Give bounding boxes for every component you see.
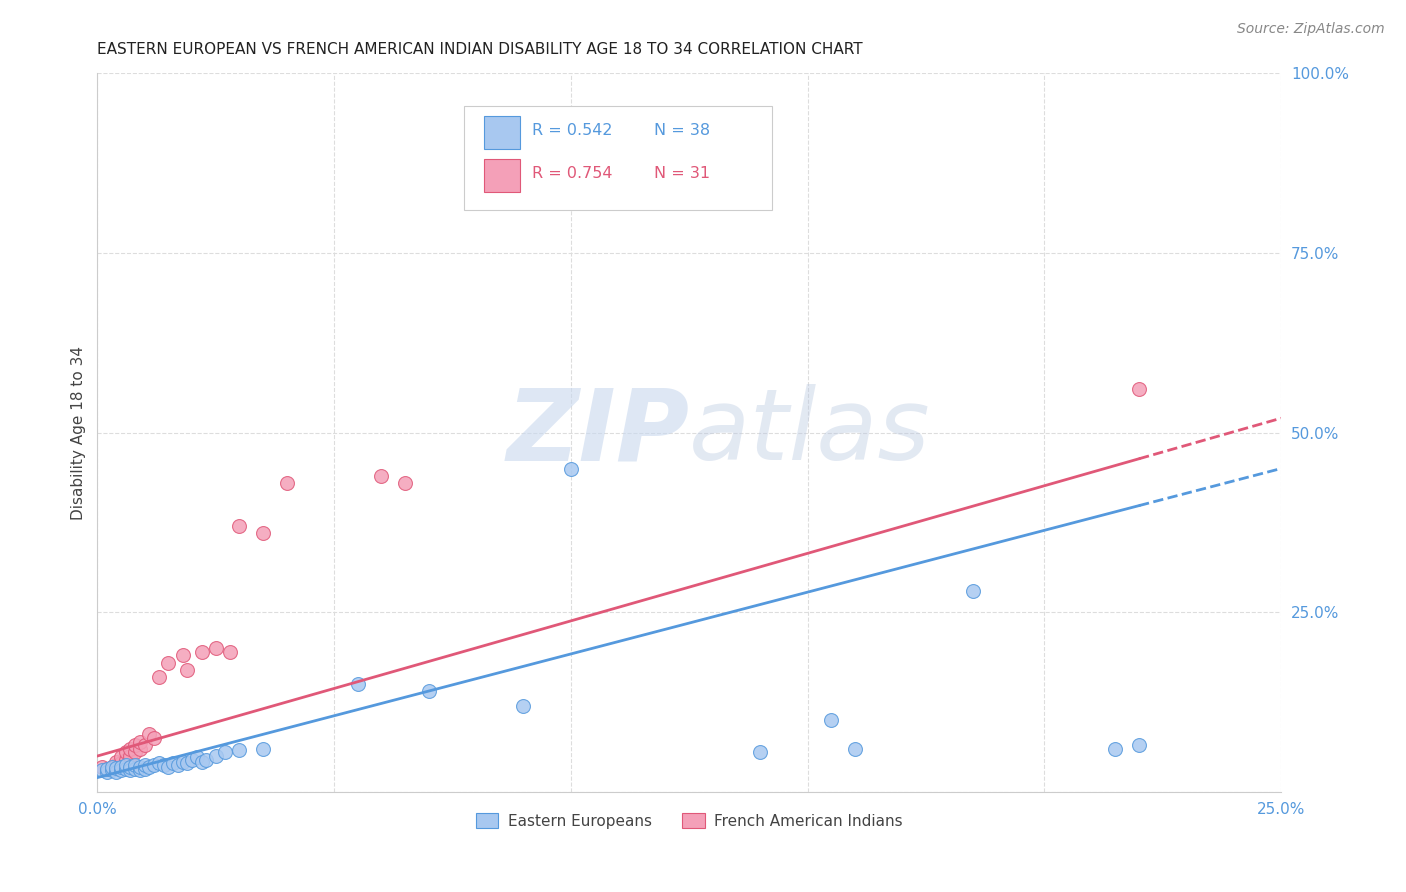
Point (114, 762, 136, 776)
Point (134, 738, 156, 752)
Point (120, 764, 142, 778)
Point (124, 757, 146, 772)
Point (370, 468, 392, 483)
Point (214, 746, 236, 760)
Point (228, 519, 250, 533)
Point (100, 760, 122, 774)
Point (148, 756, 170, 771)
Point (394, 475, 416, 490)
Point (100, 760, 122, 774)
Text: atlas: atlas (689, 384, 931, 481)
Point (195, 753, 218, 767)
Point (962, 583, 984, 598)
Point (129, 734, 152, 748)
Point (105, 757, 128, 772)
Point (96, 762, 118, 776)
Point (560, 461, 582, 475)
Point (143, 757, 166, 772)
Point (219, 645, 242, 659)
Point (129, 760, 152, 774)
Point (181, 753, 204, 767)
Point (749, 746, 772, 760)
Point (105, 764, 128, 779)
Point (105, 755, 128, 769)
Point (134, 762, 156, 776)
Point (143, 731, 166, 745)
Point (190, 645, 212, 659)
Point (176, 663, 198, 677)
Point (186, 750, 208, 764)
Point (91, 764, 114, 778)
Point (152, 757, 174, 772)
Point (138, 760, 160, 774)
Point (96, 764, 118, 779)
Point (172, 648, 194, 663)
Point (204, 641, 226, 656)
Legend: Eastern Europeans, French American Indians: Eastern Europeans, French American India… (470, 806, 910, 835)
Bar (485, 116, 520, 149)
Point (96, 762, 118, 776)
Point (124, 738, 146, 752)
Point (110, 756, 132, 771)
Y-axis label: Disability Age 18 to 34: Disability Age 18 to 34 (72, 345, 86, 519)
Point (134, 757, 156, 772)
Point (204, 749, 226, 764)
Point (346, 677, 368, 691)
Point (100, 764, 122, 778)
Point (114, 753, 136, 767)
Point (124, 762, 146, 776)
Point (166, 757, 188, 772)
Point (252, 742, 274, 756)
Point (129, 764, 152, 778)
Point (157, 656, 180, 670)
Text: Source: ZipAtlas.com: Source: ZipAtlas.com (1237, 22, 1385, 37)
Point (120, 742, 142, 756)
Bar (485, 160, 520, 192)
Point (1104, 742, 1126, 756)
Text: R = 0.754: R = 0.754 (531, 166, 612, 181)
Point (252, 526, 274, 541)
FancyBboxPatch shape (464, 105, 772, 210)
Text: EASTERN EUROPEAN VS FRENCH AMERICAN INDIAN DISABILITY AGE 18 TO 34 CORRELATION C: EASTERN EUROPEAN VS FRENCH AMERICAN INDI… (97, 42, 863, 57)
Point (190, 755, 212, 769)
Point (120, 760, 142, 774)
Text: N = 38: N = 38 (654, 123, 710, 138)
Text: N = 31: N = 31 (654, 166, 710, 181)
Point (110, 764, 132, 778)
Point (162, 756, 184, 771)
Point (105, 761, 128, 775)
Point (120, 749, 142, 764)
Point (124, 746, 146, 760)
Point (110, 750, 132, 764)
Point (844, 742, 866, 756)
Point (1128, 738, 1150, 752)
Point (129, 742, 152, 756)
Point (512, 698, 534, 713)
Point (110, 760, 132, 774)
Point (114, 746, 136, 760)
Point (1128, 383, 1150, 397)
Point (820, 713, 842, 727)
Point (276, 475, 298, 490)
Point (138, 727, 160, 741)
Point (91, 760, 114, 774)
Point (157, 760, 180, 774)
Text: ZIP: ZIP (506, 384, 689, 481)
Point (114, 757, 136, 772)
Point (148, 670, 170, 684)
Point (172, 755, 194, 769)
Text: R = 0.542: R = 0.542 (531, 123, 612, 138)
Point (176, 756, 198, 771)
Point (418, 684, 440, 698)
Point (228, 743, 250, 757)
